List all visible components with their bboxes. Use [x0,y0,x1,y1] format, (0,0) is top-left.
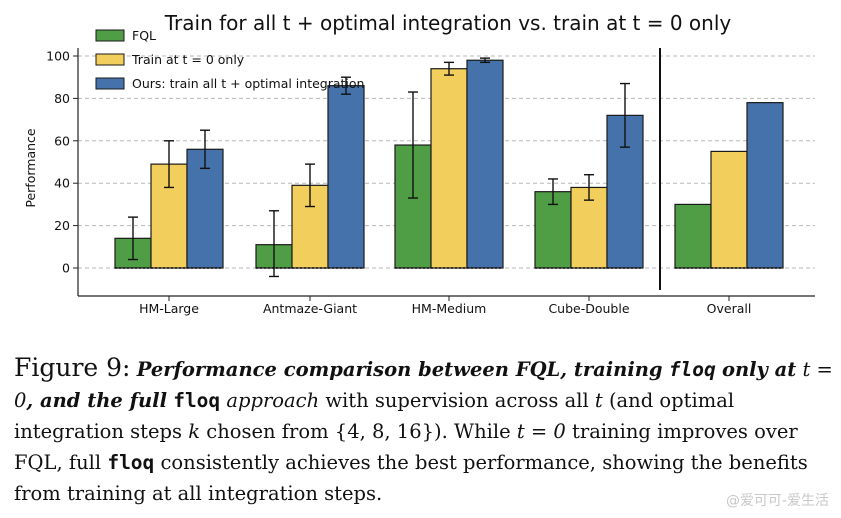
caption-text: approach [226,389,320,412]
bar-chart: Train for all t + optimal integration vs… [23,11,815,316]
legend-swatch [95,53,125,66]
x-tick-label: Overall [707,301,752,316]
y-tick-label: 80 [54,91,70,106]
legend-label: Ours: train all t + optimal integration [132,76,364,91]
caption-code: floq [107,451,155,474]
caption-text: chosen from [206,420,329,443]
caption-math: k [188,420,201,443]
x-tick-label: Cube-Double [548,301,629,316]
caption-code: floq [173,389,221,412]
y-tick-label: 100 [46,49,70,64]
bar [710,150,748,269]
caption-text: only at [721,358,797,381]
axes: 0 20 40 60 80 100 HM-Large Antmaze-Giant HM-Medi… [46,48,815,316]
caption-math: {4, 8, 16} [334,420,435,443]
bar [746,102,784,269]
legend: FQL Train at t = 0 only Ours: train all t … [95,28,364,91]
figure-caption: Figure 9: Performance comparison between… [14,353,833,505]
caption-text: consistently achieves the best performan… [14,451,808,505]
bar [430,68,468,269]
y-tick-label: 20 [54,218,70,233]
y-tick-label: 0 [62,261,70,276]
x-tick-label: HM-Large [139,301,199,316]
x-tick-label: HM-Medium [412,301,487,316]
y-tick-label: 60 [54,133,70,148]
caption-text: , and the full [26,389,167,412]
bar [327,85,365,269]
y-axis-label: Performance [23,128,38,208]
bar [674,203,712,269]
bar [606,114,644,269]
caption-text: training improves over FQL, full [14,420,798,474]
caption-math: t [594,389,603,412]
chart-title: Train for all t + optimal integration vs… [164,11,732,35]
legend-label: Train at t = 0 only [131,52,245,67]
caption-text: Performance comparison between FQL, trai… [136,358,663,381]
bar [570,186,608,269]
caption-math: t = 0 [14,358,833,412]
legend-swatch [95,29,125,42]
caption-code: floq [668,358,716,381]
legend-swatch [95,77,125,90]
legend-label: FQL [132,28,156,43]
caption-text: with supervision across all [325,389,589,412]
bar [466,59,504,269]
figure-label: Figure 9 [14,353,123,382]
watermark: @爱可可-爱生活 [725,493,829,509]
caption-text: (and optimal integration steps [14,389,735,443]
caption-text: ). While [434,420,511,443]
x-tick-label: Antmaze-Giant [263,301,357,316]
bar [186,148,224,269]
caption-math: t = 0 [516,420,566,443]
bars [114,57,784,278]
y-tick-label: 40 [54,176,70,191]
